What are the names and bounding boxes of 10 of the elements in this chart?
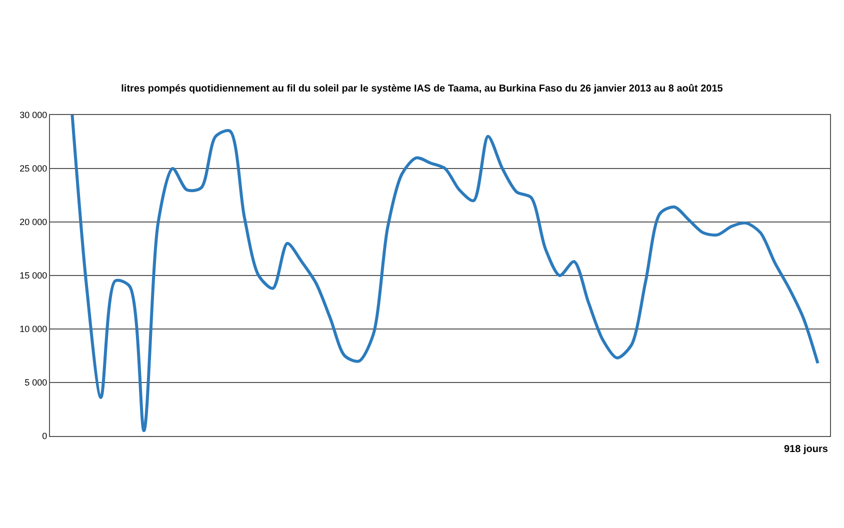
text: 918 jours (784, 444, 828, 455)
chart-title: litres pompés quotidiennement au fil du soleil par le système IAS de Taama, au Burkina Faso du 26 janvier 2013 au 8 août 2015 (121, 83, 724, 94)
y-tick-label: 25 000 (20, 164, 48, 174)
y-tick-label: 20 000 (20, 217, 48, 228)
y-tick-label: 0 (42, 431, 48, 442)
y-tick-label: 10 000 (20, 324, 48, 334)
y-tick-label: 30 000 (20, 110, 48, 120)
line-series (70, 115, 820, 432)
y-tick-label: 5 000 (24, 378, 48, 388)
y-tick-label: 15 000 (20, 270, 48, 281)
